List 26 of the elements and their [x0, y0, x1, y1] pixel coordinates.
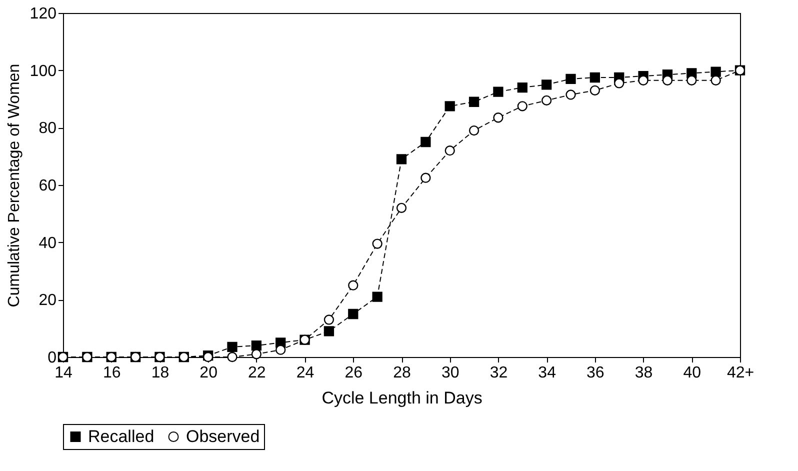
x-tick-label: 16 [102, 364, 121, 382]
y-tick-label: 120 [30, 6, 57, 22]
x-tick-label: 38 [634, 364, 653, 382]
legend-label: Recalled [88, 426, 154, 446]
x-axis-title: Cycle Length in Days [322, 388, 482, 408]
legend-label: Observed [186, 426, 260, 446]
x-tick-label: 30 [441, 364, 460, 382]
x-tick-label: 26 [344, 364, 363, 382]
x-tick-label: 14 [54, 364, 72, 382]
x-tick-label: 36 [586, 364, 604, 382]
y-tick-label: 100 [30, 62, 57, 80]
x-tick-label: 40 [683, 364, 702, 382]
x-tick-label: 32 [490, 364, 508, 382]
y-axis-title: Cumulative Percentage of Women [6, 64, 23, 308]
x-tick-label: 22 [248, 364, 266, 382]
x-tick-label: 18 [151, 364, 170, 382]
x-tick-label: 42+ [726, 364, 754, 382]
y-tick-label: 40 [38, 234, 57, 252]
x-tick-label: 20 [200, 364, 218, 382]
y-tick-label: 80 [38, 120, 57, 138]
y-tick-label: 60 [38, 178, 57, 194]
x-tick-label: 28 [393, 364, 411, 382]
y-tick-label: 0 [48, 350, 57, 366]
x-tick-label: 24 [296, 364, 314, 382]
x-tick-label: 34 [538, 364, 556, 382]
y-tick-label: 20 [38, 292, 57, 310]
